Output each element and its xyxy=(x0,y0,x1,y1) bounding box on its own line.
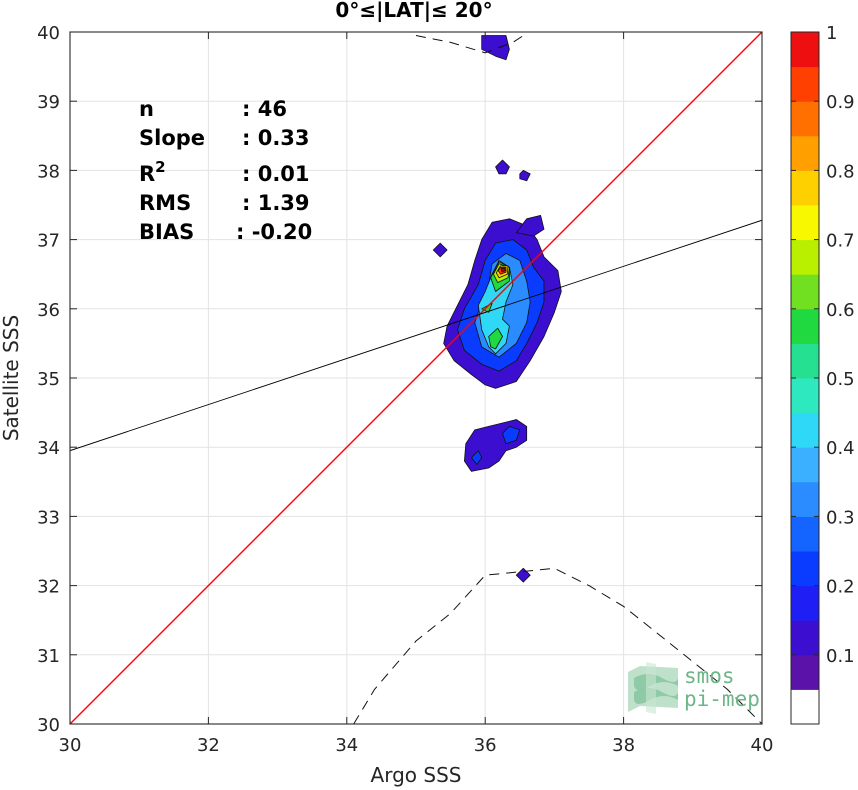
colorbar-segment xyxy=(791,101,819,137)
colorbar-segment xyxy=(791,170,819,206)
density-contour xyxy=(432,242,448,258)
colorbar-segment xyxy=(791,412,819,448)
colorbar-segment xyxy=(791,516,819,552)
reference-curves xyxy=(353,32,762,724)
y-axis-label: Satellite SSS xyxy=(0,315,23,441)
colorbar-segment xyxy=(791,481,819,517)
reference-curve xyxy=(353,567,762,724)
stat-label: Slope xyxy=(139,126,205,150)
stat-label: n xyxy=(139,97,154,121)
logo-line2: pi-mep xyxy=(684,687,760,711)
colorbar-tick-label: 0.7 xyxy=(826,231,855,252)
y-tick-label: 30 xyxy=(37,715,60,736)
density-contour xyxy=(481,35,510,61)
colorbar-tick-label: 0.6 xyxy=(826,300,855,321)
density-contour xyxy=(515,214,545,237)
x-tick-label: 40 xyxy=(751,735,774,756)
colorbar-segment xyxy=(791,654,819,690)
y-tick-label: 40 xyxy=(37,23,60,44)
colorbar-tick-label: 0.5 xyxy=(826,369,855,390)
logo-line1: smos xyxy=(684,664,735,688)
y-tick-label: 36 xyxy=(37,300,60,321)
y-tick-label: 31 xyxy=(37,646,60,667)
regression-line xyxy=(70,219,762,452)
stat-value: : 1.39 xyxy=(242,191,310,215)
density-contour xyxy=(463,419,528,472)
colorbar-segment xyxy=(791,66,819,102)
x-tick-label: 38 xyxy=(612,735,635,756)
y-tick-label: 35 xyxy=(37,369,60,390)
reference-curve xyxy=(415,32,527,54)
density-contour xyxy=(495,159,510,175)
colorbar-tick-label: 0.4 xyxy=(826,438,855,459)
stat-value: : 0.33 xyxy=(242,126,310,150)
density-contour xyxy=(519,169,531,182)
colorbar-segment xyxy=(791,205,819,241)
colorbar-segment xyxy=(791,32,819,68)
colorbar: 0.1 0.2 0.3 0.4 0.5 0.6 0.7 0.8 0.9 1 xyxy=(790,23,855,725)
stats-box: n : 46 Slope : 0.33 R2 : 0.01 RMS : 1.39 BIAS : -… xyxy=(139,97,312,244)
y-tick-label: 34 xyxy=(37,438,60,459)
stat-value: : 0.01 xyxy=(242,162,310,186)
y-tick-label: 38 xyxy=(37,161,60,182)
colorbar-tick-label: 0.3 xyxy=(826,507,855,528)
fit-lines xyxy=(70,32,762,724)
colorbar-segment xyxy=(791,447,819,483)
density-contour xyxy=(502,425,521,445)
colorbar-segment xyxy=(791,551,819,587)
x-tick-label: 34 xyxy=(335,735,358,756)
colorbar-segment xyxy=(791,274,819,310)
chart-title: 0°≤|LAT|≤ 20° xyxy=(335,0,492,22)
colorbar-tick-label: 0.9 xyxy=(826,92,855,113)
x-tick-label: 36 xyxy=(474,735,497,756)
density-contour xyxy=(488,327,503,350)
y-tick-label: 33 xyxy=(37,507,60,528)
colorbar-tick-label: 0.1 xyxy=(826,646,855,667)
stat-label: BIAS xyxy=(139,220,194,244)
colorbar-tick-label: 0.2 xyxy=(826,577,855,598)
y-tick-label: 32 xyxy=(37,577,60,598)
colorbar-segment xyxy=(791,308,819,344)
colorbar-segment xyxy=(791,585,819,621)
density-contour xyxy=(500,267,506,273)
colorbar-segment xyxy=(791,378,819,414)
x-axis-label: Argo SSS xyxy=(371,763,462,787)
y-tick-label: 37 xyxy=(37,231,60,252)
density-contour xyxy=(470,450,483,465)
colorbar-segment xyxy=(791,239,819,275)
colorbar-segment xyxy=(791,689,819,725)
x-tick-label: 32 xyxy=(197,735,220,756)
colorbar-segment xyxy=(791,135,819,171)
density-contour xyxy=(515,567,531,583)
colorbar-segment xyxy=(791,343,819,379)
x-tick-label: 30 xyxy=(59,735,82,756)
colorbar-segment xyxy=(791,620,819,656)
colorbar-tick-label: 0.8 xyxy=(826,161,855,182)
stat-label: RMS xyxy=(139,191,191,215)
stat-value: : -0.20 xyxy=(236,220,312,244)
stat-value: : 46 xyxy=(242,97,287,121)
axes: 30 32 34 36 38 40 30 31 32 33 34 35 36 37 38 39 40 xyxy=(37,23,773,756)
smos-pimep-logo: smos pi-mep xyxy=(628,662,760,714)
stat-label: R2 xyxy=(139,158,166,186)
colorbar-tick-label: 1 xyxy=(826,23,837,44)
identity-line xyxy=(70,32,762,724)
y-tick-label: 39 xyxy=(37,92,60,113)
